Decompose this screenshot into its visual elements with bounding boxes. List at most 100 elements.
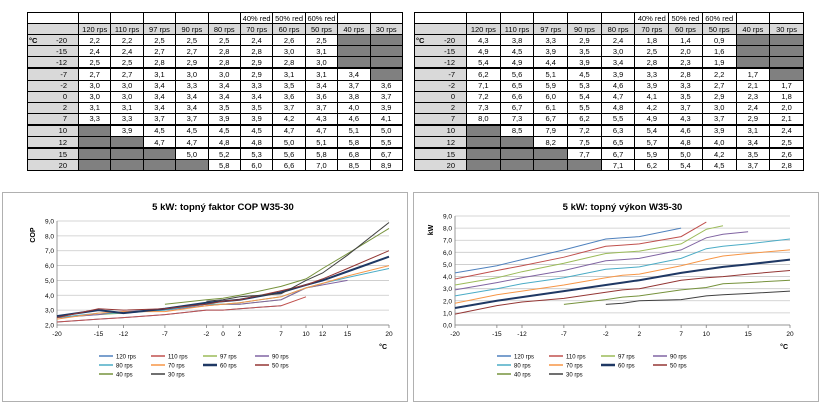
table-cell: 2,7 (110, 67, 144, 81)
table-cell: 4,5 (207, 123, 241, 138)
empty-cell (142, 147, 177, 161)
table-cell: 2,5 (175, 34, 209, 47)
table-cell: 2,4 (239, 34, 274, 47)
table-cell: 4,3 (466, 34, 501, 47)
table-cell: 2,8 (239, 45, 274, 58)
table-row: -15 2,4 2,4 2,7 2,7 2,8 2,8 3,0 3,1 (27, 45, 403, 58)
table-row: 15 5,0 5,2 5,3 5,6 5,8 6,8 6,7 (27, 147, 403, 161)
table-cell: 7,2 (567, 123, 602, 138)
table-cell: 3,3 (77, 112, 112, 126)
table-cell: 3,5 (668, 90, 703, 103)
table-row: 7 8,0 7,3 6,7 6,2 5,5 4,9 4,3 3,7 2,9 2,1 (414, 112, 804, 126)
table-cell: 2,8 (207, 45, 241, 58)
table-cell: 2,9 (567, 34, 602, 47)
row-header: -7 (27, 67, 79, 81)
legend-label: 120 rps (116, 354, 136, 360)
header-rps-cell: 50 rps (701, 23, 737, 36)
legend-label: 110 rps (168, 354, 188, 360)
header-top-cell (77, 11, 112, 25)
header-top-cell: 60% red (304, 11, 339, 25)
table-cell: 3,9 (533, 45, 569, 58)
table-row: 2 7,3 6,7 6,1 5,5 4,8 4,2 3,7 3,0 2,4 2,0 (414, 101, 804, 114)
table-cell: 6,7 (369, 147, 403, 161)
table-row: 10 3,9 4,5 4,5 4,5 4,5 4,7 4,7 5,1 5,0 (27, 123, 403, 138)
header-rps-cell: 110 rps (110, 23, 144, 36)
empty-cell (77, 159, 112, 172)
unit-label: °C (416, 35, 425, 45)
table-cell: 4,8 (668, 136, 703, 149)
table-cell: 3,7 (735, 159, 771, 172)
table-row: °C -20 2,2 2,2 2,5 2,5 2,5 2,4 2,6 2,5 (27, 34, 403, 47)
empty-cell (337, 34, 371, 47)
table-cell: 4,7 (304, 123, 339, 138)
table-cell: 4,0 (701, 136, 737, 149)
table-cell: 3,9 (239, 112, 274, 126)
table-cell: 1,9 (701, 56, 737, 69)
x-axis-label: °C (780, 343, 788, 351)
header-rps-cell: 60 rps (668, 23, 703, 36)
row-header: -15 (27, 45, 79, 58)
y-tick-label: 2,0 (45, 323, 54, 330)
header-rps-cell: 40 rps (735, 23, 771, 36)
row-label: -20 (56, 35, 67, 45)
legend-label: 30 rps (168, 372, 185, 378)
table-cell: 3,3 (175, 79, 209, 92)
table-cell: 3,3 (110, 112, 144, 126)
y-tick-label: 8,0 (443, 226, 452, 233)
table-cell: 5,8 (207, 159, 241, 172)
table-cell: 2,5 (207, 34, 241, 47)
table-cell: 3,4 (239, 90, 274, 103)
table-cell: 5,0 (369, 123, 403, 138)
series-line (454, 258, 791, 309)
table-cell: 5,6 (272, 147, 306, 161)
table-cell: 5,6 (499, 67, 535, 81)
table-cell: 3,4 (175, 101, 209, 114)
table-cell: 5,5 (600, 112, 636, 126)
row-label: 20 (446, 160, 455, 170)
table-cell: 4,3 (304, 112, 339, 126)
empty-cell (337, 56, 371, 69)
table-row: -2 3,0 3,0 3,4 3,3 3,4 3,3 3,5 3,4 3,7 3,6 (27, 79, 403, 92)
table-cell: 2,2 (77, 34, 112, 47)
x-tick-label: 20 (385, 331, 393, 338)
kw-chart-panel: 5 kW: topný výkon W35-30 0,0 1,0 2,0 3,0 4,0 5… (413, 192, 819, 402)
table-cell: 7,5 (567, 136, 602, 149)
table-cell: 4,5 (701, 159, 737, 172)
table-cell: 3,9 (634, 79, 670, 92)
header-rps-cell: 120 rps (466, 23, 501, 36)
legend-label: 110 rps (566, 354, 586, 360)
header-top-cell (110, 11, 144, 25)
table-cell: 7,3 (499, 112, 535, 126)
y-tick-label: 9,0 (45, 219, 54, 226)
table-cell: 3,7 (369, 90, 403, 103)
table-cell: 3,9 (567, 56, 602, 69)
table-cell: 3,1 (304, 45, 339, 58)
table-row: 10 8,5 7,9 7,2 6,3 5,4 4,6 3,9 3,1 2,4 (414, 123, 804, 138)
x-axis-label: °C (379, 343, 387, 351)
empty-cell (142, 159, 177, 172)
table-cell: 2,8 (142, 56, 177, 69)
header-top-cell: 40% red (634, 11, 670, 25)
empty-cell (769, 56, 804, 69)
table-cell: 5,5 (369, 136, 403, 149)
empty-cell (369, 45, 403, 58)
table-cell: 4,5 (499, 45, 535, 58)
table-cell: 3,6 (272, 90, 306, 103)
table-cell: 5,8 (337, 136, 371, 149)
table-cell: 3,0 (207, 67, 241, 81)
table-cell: 3,4 (735, 136, 771, 149)
table-cell: 3,0 (110, 79, 144, 92)
legend-label: 40 rps (514, 372, 531, 378)
table-cell: 4,2 (272, 112, 306, 126)
table-cell: 8,2 (533, 136, 569, 149)
header-rps-cell: 90 rps (175, 23, 209, 36)
row-label: 15 (446, 149, 455, 159)
row-header: 2 (27, 101, 79, 114)
x-tick-label: 10 (703, 331, 711, 338)
row-label: -12 (444, 57, 455, 67)
row-label: 2 (450, 103, 455, 113)
table-cell: 7,1 (466, 79, 501, 92)
table-cell: 2,7 (175, 45, 209, 58)
table-cell: 2,7 (142, 45, 177, 58)
legend-label: 30 rps (566, 372, 583, 378)
